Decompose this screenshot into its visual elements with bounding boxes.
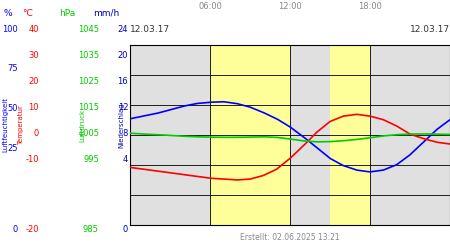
Bar [330, 45, 370, 225]
Text: 75: 75 [8, 64, 18, 73]
Text: -10: -10 [26, 156, 39, 164]
Text: 1045: 1045 [78, 26, 99, 35]
Text: 1015: 1015 [78, 103, 99, 112]
Text: 1025: 1025 [78, 77, 99, 86]
Bar [370, 45, 450, 225]
Text: -20: -20 [26, 226, 39, 234]
Text: 40: 40 [28, 26, 39, 35]
Text: 25: 25 [8, 144, 18, 153]
Text: Luftdruck: Luftdruck [79, 108, 85, 142]
Text: 100: 100 [2, 26, 18, 35]
Text: 985: 985 [83, 226, 99, 234]
Text: 24: 24 [117, 26, 128, 35]
Text: hPa: hPa [59, 9, 76, 18]
Text: 20: 20 [117, 50, 128, 59]
Text: Luftfeuchtigkeit: Luftfeuchtigkeit [2, 98, 8, 152]
Text: Erstellt: 02.06.2025 13:21: Erstellt: 02.06.2025 13:21 [240, 233, 340, 242]
Text: 16: 16 [117, 77, 128, 86]
Bar [210, 45, 290, 225]
Text: 06:00: 06:00 [198, 2, 222, 11]
Bar [290, 45, 330, 225]
Text: 18:00: 18:00 [358, 2, 382, 11]
Text: %: % [4, 9, 12, 18]
Text: Temperatur: Temperatur [18, 105, 24, 145]
Text: 995: 995 [83, 156, 99, 164]
Text: °C: °C [22, 9, 33, 18]
Text: 12.03.17: 12.03.17 [130, 25, 170, 34]
Text: 1035: 1035 [78, 50, 99, 59]
Text: 8: 8 [123, 129, 128, 138]
Text: 20: 20 [28, 77, 39, 86]
Text: 1005: 1005 [78, 129, 99, 138]
Text: mm/h: mm/h [94, 9, 120, 18]
Text: 10: 10 [28, 103, 39, 112]
Text: Niederschlag: Niederschlag [118, 102, 124, 148]
Text: 12.03.17: 12.03.17 [410, 25, 450, 34]
Text: 0: 0 [34, 129, 39, 138]
Text: 0: 0 [123, 226, 128, 234]
Bar [130, 45, 210, 225]
Text: 12:00: 12:00 [278, 2, 302, 11]
Text: 4: 4 [123, 156, 128, 164]
Text: 30: 30 [28, 50, 39, 59]
Text: 50: 50 [8, 104, 18, 113]
Text: 12: 12 [117, 103, 128, 112]
Text: 0: 0 [13, 226, 18, 234]
